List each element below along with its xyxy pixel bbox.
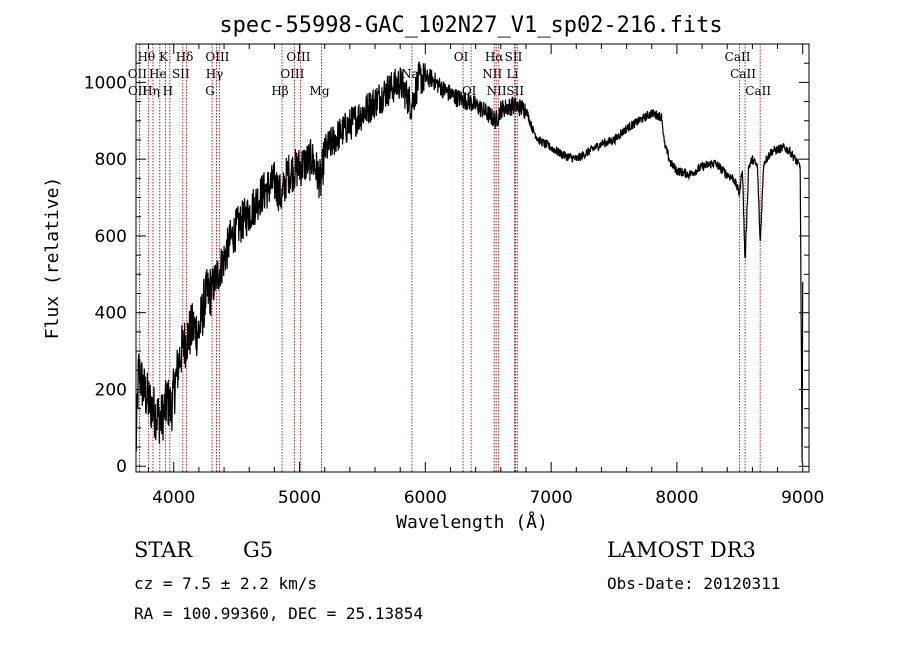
line-marker-label: OII	[128, 67, 148, 81]
x-tick-label: 6000	[404, 488, 447, 508]
x-axis-label: Wavelength (Å)	[396, 511, 548, 533]
line-marker-label: Hθ	[137, 50, 155, 64]
line-marker-label: Mg	[310, 84, 330, 98]
chart-title: spec-55998-GAC_102N27_V1_sp02-216.fits	[219, 13, 722, 38]
line-marker-label: H	[163, 84, 173, 98]
x-tick-label: 9000	[781, 488, 824, 508]
line-marker-label: CaII	[725, 50, 751, 64]
line-marker-label: NII	[482, 67, 502, 81]
sky-coordinates: RA = 100.99360, DEC = 25.13854	[134, 604, 423, 623]
y-tick-label: 400	[95, 304, 127, 324]
observation-date: Obs-Date: 20120311	[607, 574, 781, 593]
object-subclass: G5	[243, 538, 274, 562]
line-marker-label: Na	[401, 67, 419, 81]
y-tick-label: 800	[95, 150, 127, 170]
line-marker-label: CaII	[745, 84, 771, 98]
line-marker-label: SII	[505, 50, 523, 64]
x-tick-label: 8000	[655, 488, 698, 508]
line-marker-label: K	[159, 50, 169, 64]
line-marker-label: OII	[128, 84, 148, 98]
line-marker-label: Hδ	[176, 50, 194, 64]
line-marker-label: SII	[506, 84, 524, 98]
line-marker-label: OIII	[280, 67, 304, 81]
y-tick-label: 600	[95, 227, 127, 247]
y-tick-label: 200	[95, 380, 127, 400]
line-marker-label: NII	[487, 84, 507, 98]
line-marker-label: Hβ	[271, 84, 288, 98]
line-marker-label: SII	[172, 67, 190, 81]
y-axis-label: Flux (relative)	[42, 177, 63, 340]
line-marker-label: OI	[454, 50, 469, 64]
x-tick-label: 5000	[278, 488, 321, 508]
y-tick-label: 0	[116, 457, 127, 477]
line-marker-label: G	[205, 84, 215, 98]
survey-name: LAMOST DR3	[607, 538, 756, 562]
axis-ticks: 4000 5000 6000 7000 8000 9000 0 200 400 600 800 100…	[84, 44, 824, 508]
y-tick-label: 1000	[84, 73, 127, 93]
object-class: STAR	[134, 538, 193, 562]
line-marker-label: He	[149, 67, 167, 81]
line-marker-label: Hγ	[206, 67, 224, 81]
x-tick-label: 7000	[529, 488, 572, 508]
line-marker-label: Li	[506, 67, 518, 81]
line-marker-label: OIII	[205, 50, 229, 64]
line-marker-label: CaII	[730, 67, 756, 81]
plot-frame	[135, 43, 810, 473]
redshift-velocity: cz = 7.5 ± 2.2 km/s	[134, 574, 318, 593]
x-tick-label: 4000	[152, 488, 195, 508]
line-marker-label: Hη	[142, 84, 160, 98]
line-marker-label: OIII	[286, 50, 310, 64]
spectrum-line	[135, 60, 804, 463]
